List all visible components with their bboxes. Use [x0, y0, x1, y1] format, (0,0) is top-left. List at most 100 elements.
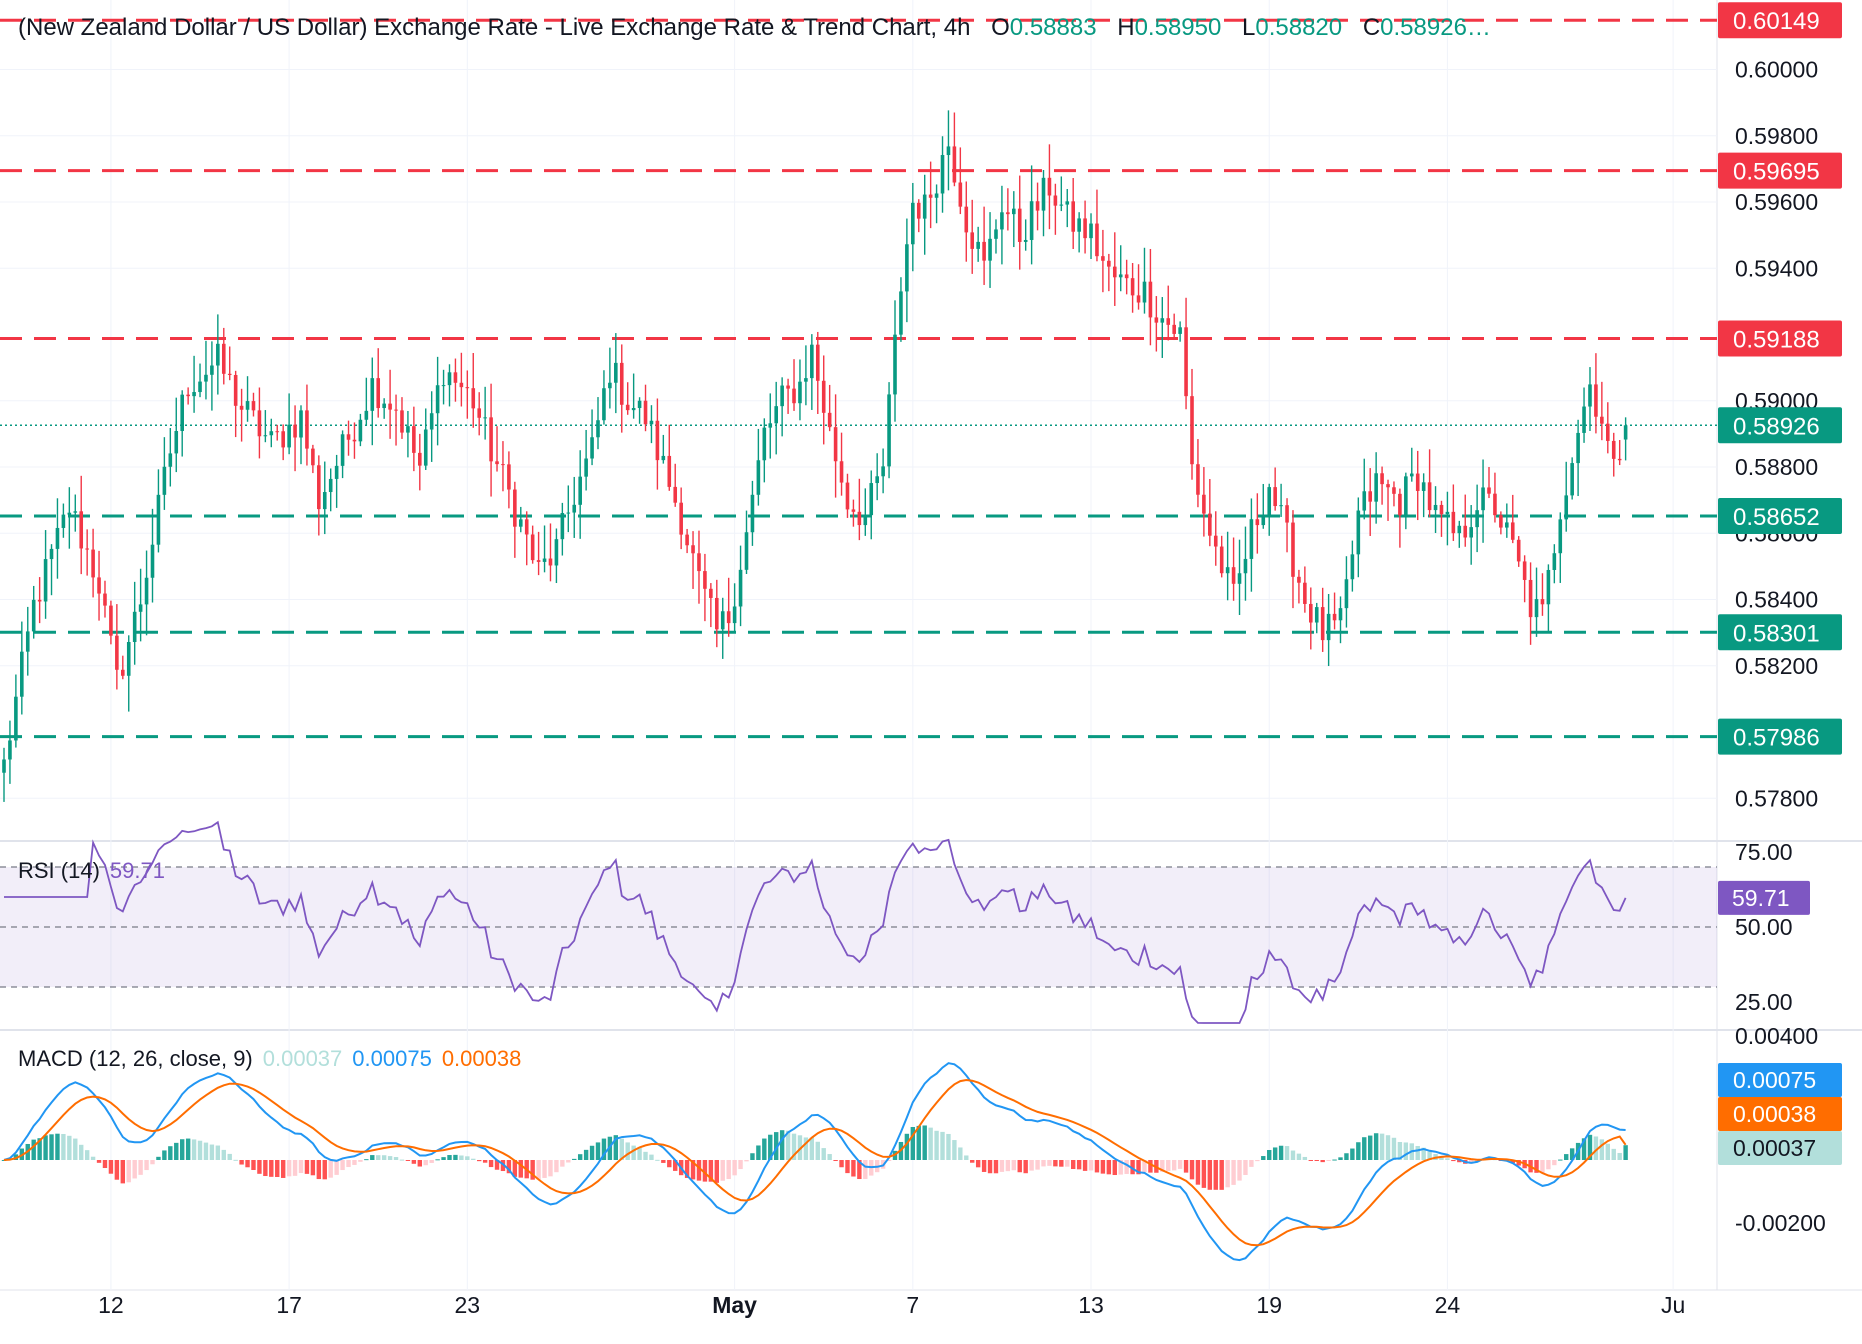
candle-body [851, 509, 856, 512]
macd-histogram-bar [1272, 1147, 1278, 1160]
price-tags: 0.60149 0.59695 0.59188 0.58652 0.58301 0.579… [1718, 2, 1842, 1165]
candle-body [1617, 458, 1622, 461]
macd-histogram-bar [1100, 1160, 1106, 1174]
candle-body [827, 412, 832, 428]
macd-histogram-bar [1243, 1160, 1248, 1176]
macd-histogram-bar [928, 1127, 933, 1160]
candle-body [881, 466, 885, 477]
macd-histogram-bar [334, 1160, 339, 1175]
candle-body [174, 430, 179, 454]
time-tick-label: 17 [276, 1292, 302, 1318]
candle-body [1457, 525, 1462, 534]
candle-body [204, 374, 208, 382]
candle-body [934, 193, 939, 198]
resistance-level-tag [1718, 152, 1842, 189]
candle-body [1213, 535, 1218, 547]
macd-histogram-bar [429, 1160, 434, 1163]
candle-body [1611, 440, 1616, 459]
candle-body [946, 146, 951, 156]
time-tick-label: 24 [1435, 1292, 1461, 1318]
macd-histogram-bar [1076, 1160, 1082, 1170]
macd-histogram-bar [1035, 1160, 1040, 1170]
candle-body [602, 388, 606, 421]
macd-histogram-bar [566, 1160, 571, 1163]
macd-histogram-bar [1540, 1160, 1545, 1173]
candle-body [744, 532, 749, 570]
candle-body [1291, 522, 1295, 577]
macd-histogram-bar [1094, 1160, 1100, 1173]
macd-histogram-bar [934, 1130, 939, 1160]
candle-body [1439, 504, 1444, 515]
candle-body [1059, 204, 1064, 206]
macd-histogram-bar [1005, 1160, 1011, 1172]
macd-histogram-bar [946, 1133, 951, 1160]
candle-body [1540, 599, 1545, 605]
time-tick-label: 13 [1078, 1292, 1104, 1318]
candle-body [1409, 473, 1414, 477]
time-tick-label: May [712, 1292, 757, 1318]
macd-histogram-bar [1261, 1156, 1266, 1160]
macd-histogram-bar [910, 1126, 916, 1160]
macd-histogram-bar [1314, 1160, 1319, 1161]
candle-body [251, 401, 256, 411]
candle-body [720, 611, 725, 630]
candle-body [1534, 599, 1539, 618]
macd-histogram-bar [857, 1160, 862, 1180]
candle-body [1112, 266, 1117, 278]
candle-body [1124, 274, 1129, 279]
support-level-tag [1718, 614, 1842, 651]
candle-body [8, 740, 12, 760]
candle-body [1000, 212, 1004, 230]
candle-body [453, 372, 458, 383]
macd-histogram-bar [667, 1160, 672, 1168]
candle-body [1083, 218, 1087, 239]
macd-histogram-bar [447, 1155, 452, 1160]
axes: 0.600000.598000.596000.594000.590000.588… [98, 57, 1826, 1318]
macd-histogram-bar [280, 1160, 286, 1178]
high-value: 0.58950 [1134, 14, 1222, 41]
candle-body [1190, 396, 1194, 465]
candle-body [697, 553, 701, 572]
candle-body [168, 453, 173, 467]
macd-histogram-bar [577, 1154, 583, 1160]
last-price-tag-text: 0.58926 [1733, 413, 1820, 440]
macd-line [3, 1062, 1626, 1262]
macd-histogram-bar [1166, 1160, 1171, 1171]
macd-tick-label: -0.00200 [1735, 1210, 1826, 1236]
candle-body [703, 571, 707, 589]
candle-body [376, 378, 381, 409]
macd-histogram-bar [637, 1147, 642, 1160]
macd-histogram-bar [1284, 1146, 1290, 1160]
candle-body [530, 534, 535, 561]
resistance-level-tag [1718, 2, 1842, 39]
candle-body [673, 486, 678, 503]
macd-histogram-bar [340, 1160, 345, 1171]
macd-histogram-bar [435, 1159, 440, 1161]
histogram-tag-text: 0.00037 [1733, 1135, 1816, 1161]
macd-histogram-bar [601, 1138, 607, 1160]
candle-body [845, 482, 850, 510]
candle-body [162, 466, 167, 495]
macd-histogram-bar [548, 1160, 553, 1177]
candle-body [1415, 473, 1420, 491]
macd-histogram-bar [126, 1160, 131, 1183]
candle-body [1095, 223, 1099, 257]
candle-body [768, 423, 773, 428]
candle-body [685, 534, 689, 546]
candle-body [1606, 423, 1610, 441]
macd-histogram-bar [1225, 1160, 1230, 1188]
candle-body [263, 435, 268, 437]
candle-body [91, 549, 95, 578]
candle-body [566, 512, 571, 514]
candlestick-series [2, 110, 1628, 802]
candle-body [1588, 384, 1592, 407]
candle-body [275, 431, 280, 433]
signal-line [3, 1078, 1627, 1247]
macd-histogram-bar [328, 1160, 333, 1178]
candle-body [37, 599, 42, 602]
candle-body [418, 452, 422, 466]
candle-body [578, 476, 582, 505]
macd-histogram-bar [1599, 1139, 1605, 1160]
macd-histogram-bar [791, 1133, 797, 1160]
